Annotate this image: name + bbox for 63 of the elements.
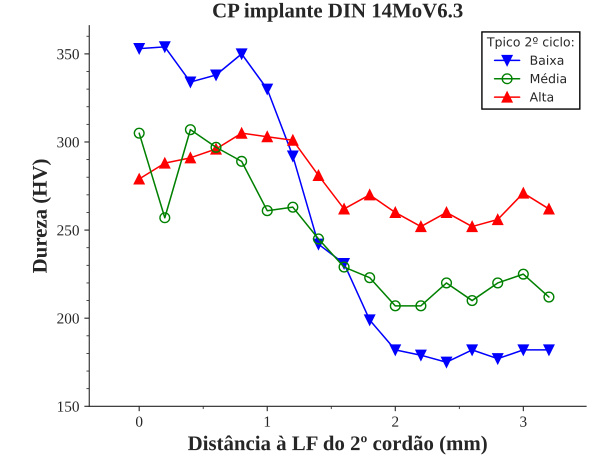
y-tick-label: 350 [57, 49, 79, 60]
point [262, 84, 273, 95]
point [312, 233, 324, 244]
point [236, 48, 248, 60]
x-tick-label: 1 [264, 416, 270, 427]
point [364, 189, 376, 200]
point [236, 156, 248, 167]
point [159, 212, 170, 224]
point [236, 128, 248, 139]
point [518, 268, 529, 280]
point [287, 202, 298, 213]
legend-label: Alta [530, 92, 554, 102]
point [364, 272, 376, 284]
point [415, 350, 426, 361]
chart-title: CP implante DIN 14MoV6.3 [213, 2, 463, 22]
legend-title: Tpico 2º ciclo: [486, 36, 574, 50]
point [466, 295, 478, 306]
point [543, 203, 554, 214]
point [466, 344, 478, 356]
y-tick-label: 300 [57, 137, 79, 148]
point [390, 344, 401, 356]
point [338, 262, 350, 273]
point [184, 76, 196, 88]
point [159, 158, 170, 169]
point [492, 277, 504, 288]
point [262, 131, 273, 142]
point [262, 205, 273, 216]
x-tick-label: 3 [520, 416, 527, 427]
point [440, 206, 452, 218]
point [466, 221, 478, 232]
point [159, 41, 170, 52]
point [415, 221, 426, 232]
point [518, 344, 529, 356]
point [210, 69, 222, 81]
point [134, 173, 145, 185]
y-axis-title: Dureza (HV) [32, 160, 52, 273]
point [440, 277, 452, 288]
point [287, 150, 298, 162]
point [518, 188, 529, 199]
legend-label: Baixa [530, 55, 564, 65]
point [338, 203, 350, 214]
point [390, 206, 401, 218]
point [287, 134, 298, 146]
point [134, 128, 145, 139]
legend-label: Média [530, 73, 566, 84]
point [492, 214, 504, 226]
x-tick-label: 2 [392, 416, 398, 427]
y-tick-label: 150 [58, 401, 79, 412]
point [134, 43, 145, 54]
point [364, 314, 376, 326]
x-tick-label: 0 [136, 416, 142, 427]
point [492, 353, 504, 364]
point [184, 124, 196, 136]
point [440, 356, 452, 368]
point [543, 344, 554, 356]
point [184, 152, 196, 164]
point [390, 300, 401, 312]
point [415, 300, 426, 312]
y-tick-label: 250 [57, 225, 79, 236]
y-tick-label: 200 [57, 313, 79, 324]
x-axis-title: Distância à LF do 2º cordão (mm) [188, 435, 487, 455]
point [543, 291, 554, 303]
point [312, 170, 324, 182]
